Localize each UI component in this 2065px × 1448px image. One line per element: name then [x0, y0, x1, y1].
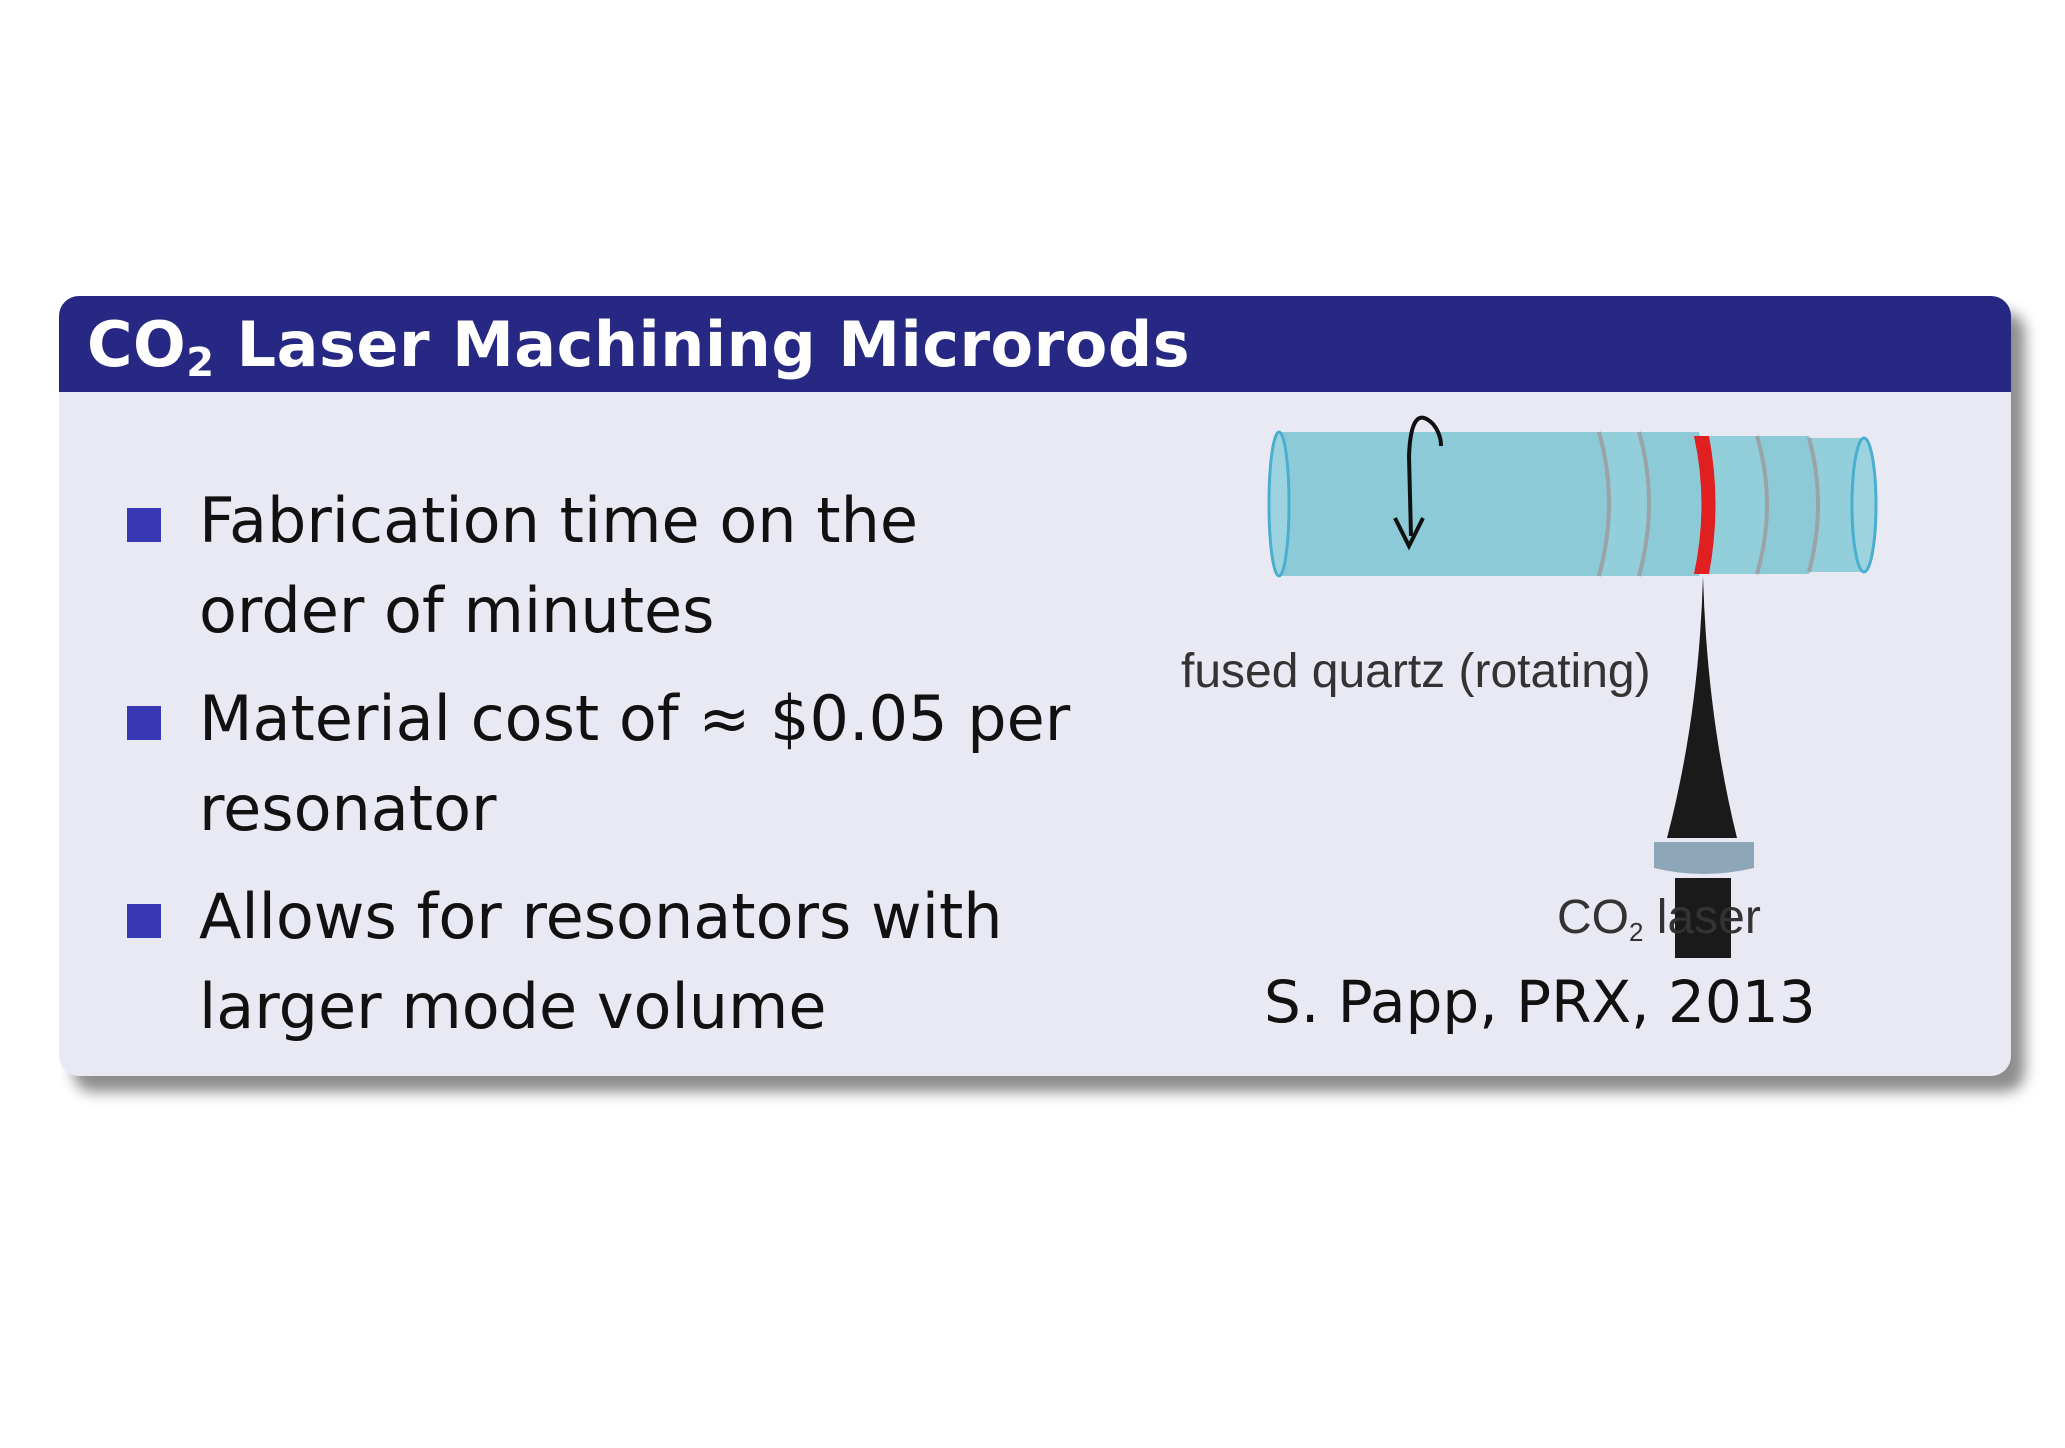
rotation-arrow-icon — [1393, 415, 1443, 551]
microrod-figure: fused quartz (rotating) CO2 laser — [1119, 406, 2011, 986]
laser-lens — [1654, 842, 1754, 874]
bullet-item-1: Fabrication time on the order of minutes — [127, 476, 1087, 656]
block-header: CO2 Laser Machining Microrods — [59, 296, 2011, 392]
bullet-item-3: Allows for resonators with larger mode v… — [127, 872, 1087, 1052]
laser-spot — [1694, 436, 1716, 574]
bullet-text: Material cost of ≈ $0.05 per resonator — [199, 682, 1071, 845]
bullet-item-2: Material cost of ≈ $0.05 per resonator — [127, 674, 1087, 854]
laser-label-rest: laser — [1643, 891, 1761, 944]
bullet-text: Allows for resonators with larger mode v… — [199, 880, 1003, 1043]
square-bullet-icon — [127, 904, 161, 938]
laser-label-subscript: 2 — [1629, 917, 1644, 947]
fused-quartz-label: fused quartz (rotating) — [1181, 645, 1651, 698]
bullet-list: Fabrication time on the order of minutes… — [127, 476, 1087, 1070]
title-subscript: 2 — [186, 340, 215, 386]
square-bullet-icon — [127, 706, 161, 740]
slide-title: CO2 Laser Machining Microrods — [87, 302, 1190, 388]
laser-label-co: CO — [1557, 891, 1629, 944]
title-rest: Laser Machining Microrods — [214, 308, 1191, 381]
citation: S. Papp, PRX, 2013 — [1264, 968, 1816, 1036]
laser-body — [1675, 878, 1731, 958]
laser-beam — [1667, 576, 1737, 838]
microrod-illustration — [1267, 415, 1878, 958]
square-bullet-icon — [127, 508, 161, 542]
title-co: CO — [87, 308, 187, 381]
bullet-text: Fabrication time on the order of minutes — [199, 484, 919, 647]
slide-block: CO2 Laser Machining Microrods Fabricatio… — [59, 296, 2011, 1076]
co2-laser-label: CO2 laser — [1557, 890, 1761, 945]
quartz-rod — [1267, 430, 1878, 578]
